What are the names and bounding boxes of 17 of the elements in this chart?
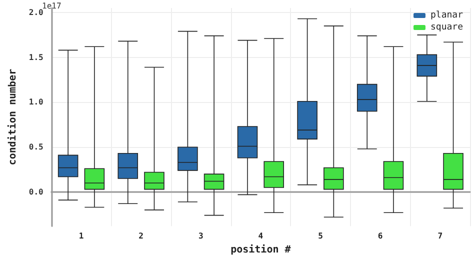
x-tick-label: 6 [378,232,383,241]
y-tick-label: 1.5 [28,52,44,62]
legend-label: planar [430,10,464,20]
x-tick-label: 1 [78,232,84,241]
x-tick-label: 4 [258,232,264,241]
x-tick-label: 7 [438,232,443,241]
x-tick-label: 3 [198,232,204,241]
y-tick-label: 2.0 [28,8,44,17]
y-tick-label: 1.0 [28,98,44,107]
y-tick-label: 0.5 [28,142,44,152]
y-axis-title: condition number [6,68,18,166]
x-axis-title: position # [230,244,291,256]
x-tick-label: 5 [318,232,324,241]
legend-label: square [430,22,464,32]
y-tick-label: 0.0 [28,187,44,196]
x-tick-label: 2 [138,232,144,241]
annotation: 1e17 [42,2,62,10]
